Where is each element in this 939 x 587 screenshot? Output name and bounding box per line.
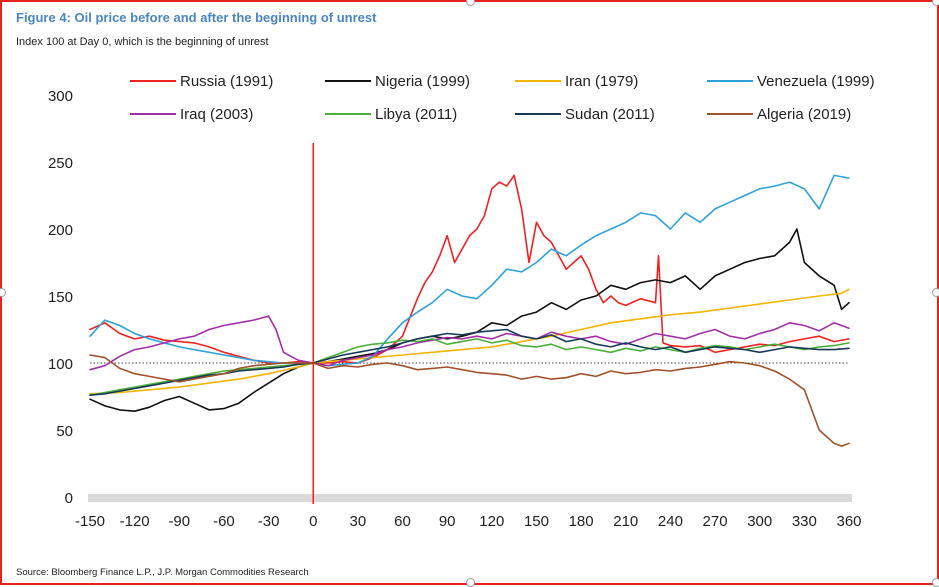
resize-handle-top-right[interactable] <box>932 0 939 6</box>
x-tick-label: 120 <box>479 513 504 530</box>
x-tick-label: 90 <box>439 513 456 530</box>
x-tick-label: -120 <box>120 513 150 530</box>
x-tick-label: 0 <box>309 513 317 530</box>
legend: Russia (1991) Nigeria (1999) Iran (1979) Ve… <box>130 73 875 123</box>
resize-handle-right[interactable] <box>932 288 939 297</box>
legend-label: Libya (2011) <box>375 106 457 123</box>
y-tick-label: 300 <box>48 88 73 105</box>
series-line-iraq-2003 <box>89 315 850 371</box>
x-tick-label: -90 <box>168 513 190 530</box>
resize-handle-left[interactable] <box>0 288 6 297</box>
y-tick-label: 0 <box>65 490 73 507</box>
x-axis-bar <box>88 494 852 502</box>
legend-label: Algeria (2019) <box>757 106 851 123</box>
y-tick-label: 200 <box>48 222 73 239</box>
x-tick-label: -150 <box>75 513 105 530</box>
chart-source: Source: Bloomberg Finance L.P., J.P. Mor… <box>16 567 309 578</box>
axes: 0 50 100 150 200 250 300 -150 -120 -90 -60 -30 0 30 60… <box>48 88 862 530</box>
x-tick-label: 180 <box>569 513 594 530</box>
series-line-iran-1979 <box>89 288 850 395</box>
series-line-nigeria-1999 <box>89 228 850 413</box>
legend-label: Iran (1979) <box>565 73 638 90</box>
legend-label: Russia (1991) <box>180 73 273 90</box>
x-tick-label: 240 <box>658 513 683 530</box>
legend-label: Venezuela (1999) <box>757 73 875 90</box>
legend-label: Nigeria (1999) <box>375 73 470 90</box>
x-tick-label: 300 <box>747 513 772 530</box>
x-tick-label: 270 <box>703 513 728 530</box>
y-tick-label: 50 <box>56 423 73 440</box>
x-tick-label: -60 <box>213 513 235 530</box>
legend-label: Sudan (2011) <box>565 106 655 123</box>
x-tick-label: 60 <box>394 513 411 530</box>
x-tick-label: 330 <box>792 513 817 530</box>
chart-subtitle: Index 100 at Day 0, which is the beginni… <box>16 36 269 48</box>
resize-handle-top[interactable] <box>466 0 475 6</box>
y-tick-label: 150 <box>48 289 73 306</box>
series-line-algeria-2019 <box>89 354 850 447</box>
x-tick-label: 150 <box>524 513 549 530</box>
x-tick-label: 360 <box>836 513 861 530</box>
series-line-libya-2011 <box>89 338 850 397</box>
y-tick-label: 250 <box>48 155 73 172</box>
x-tick-label: 30 <box>350 513 367 530</box>
series-line-venezuela-1999 <box>89 174 850 367</box>
x-tick-label: -30 <box>258 513 280 530</box>
legend-label: Iraq (2003) <box>180 106 253 123</box>
x-tick-label: 210 <box>613 513 638 530</box>
y-tick-label: 100 <box>48 356 73 373</box>
chart-title: Figure 4: Oil price before and after the… <box>16 10 377 25</box>
series-lines <box>89 143 850 504</box>
